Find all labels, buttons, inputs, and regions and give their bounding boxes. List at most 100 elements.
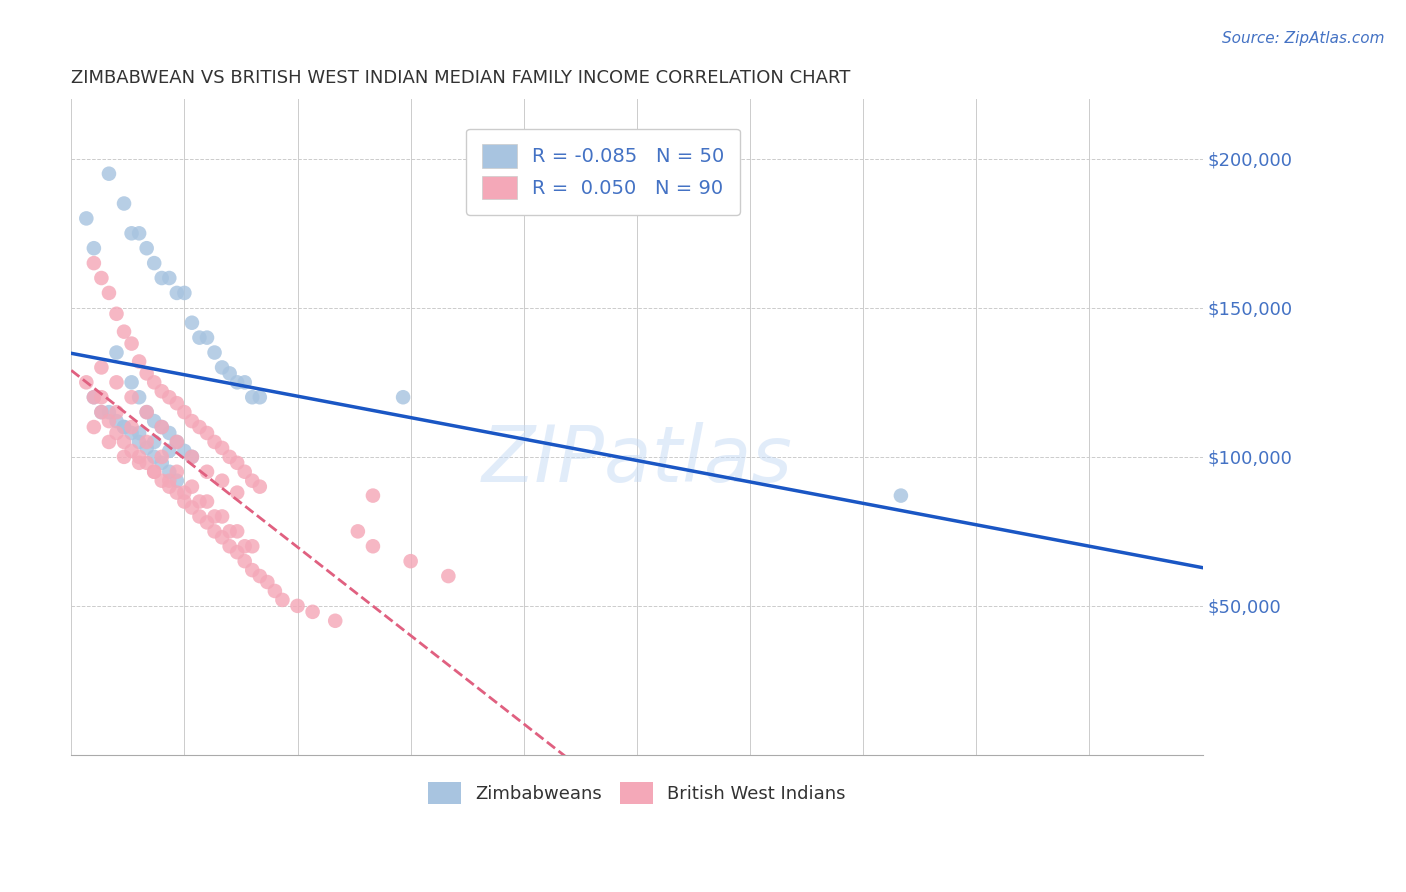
Point [180, 480, 202, 494]
Point [157, 474, 180, 488]
Point [249, 480, 271, 494]
Point [233, 376, 256, 390]
Point [112, 420, 135, 434]
Point [361, 489, 384, 503]
Point [240, 563, 263, 577]
Point [218, 539, 240, 553]
Point [128, 354, 150, 368]
Point [112, 325, 135, 339]
Point [173, 443, 195, 458]
Point [180, 500, 202, 515]
Point [240, 474, 263, 488]
Text: Source: ZipAtlas.com: Source: ZipAtlas.com [1222, 31, 1385, 46]
Point [264, 584, 287, 599]
Point [97, 434, 120, 449]
Point [135, 405, 157, 419]
Point [128, 425, 150, 440]
Point [121, 390, 143, 404]
Point [287, 599, 309, 613]
Point [83, 390, 105, 404]
Point [204, 345, 226, 359]
Point [256, 575, 278, 590]
Point [180, 450, 202, 464]
Point [226, 545, 249, 559]
Point [90, 390, 112, 404]
Point [128, 227, 150, 241]
Point [188, 420, 211, 434]
Point [105, 307, 128, 321]
Point [195, 465, 218, 479]
Point [150, 450, 173, 464]
Point [204, 434, 226, 449]
Point [166, 474, 188, 488]
Point [143, 256, 166, 270]
Point [83, 390, 105, 404]
Point [135, 367, 157, 381]
Point [166, 285, 188, 300]
Point [121, 425, 143, 440]
Point [166, 485, 188, 500]
Point [240, 390, 263, 404]
Point [347, 524, 370, 539]
Point [157, 271, 180, 285]
Point [143, 465, 166, 479]
Point [233, 465, 256, 479]
Point [157, 425, 180, 440]
Point [188, 494, 211, 508]
Text: ZIPatlas: ZIPatlas [481, 422, 793, 498]
Point [890, 489, 912, 503]
Point [249, 390, 271, 404]
Point [97, 405, 120, 419]
Point [392, 390, 415, 404]
Point [150, 474, 173, 488]
Point [128, 450, 150, 464]
Point [143, 465, 166, 479]
Point [135, 241, 157, 255]
Point [90, 405, 112, 419]
Point [271, 593, 294, 607]
Point [135, 434, 157, 449]
Point [105, 414, 128, 428]
Point [157, 465, 180, 479]
Point [180, 450, 202, 464]
Point [218, 367, 240, 381]
Point [135, 405, 157, 419]
Point [157, 443, 180, 458]
Point [211, 509, 233, 524]
Point [173, 285, 195, 300]
Text: ZIMBABWEAN VS BRITISH WEST INDIAN MEDIAN FAMILY INCOME CORRELATION CHART: ZIMBABWEAN VS BRITISH WEST INDIAN MEDIAN… [72, 69, 851, 87]
Point [157, 480, 180, 494]
Point [195, 331, 218, 345]
Point [218, 450, 240, 464]
Point [173, 405, 195, 419]
Point [211, 530, 233, 544]
Legend: Zimbabweans, British West Indians: Zimbabweans, British West Indians [422, 775, 852, 812]
Point [97, 167, 120, 181]
Point [90, 405, 112, 419]
Point [150, 456, 173, 470]
Point [112, 420, 135, 434]
Point [226, 456, 249, 470]
Point [83, 241, 105, 255]
Point [249, 569, 271, 583]
Point [226, 376, 249, 390]
Point [83, 256, 105, 270]
Point [233, 554, 256, 568]
Point [121, 376, 143, 390]
Point [157, 390, 180, 404]
Point [97, 285, 120, 300]
Point [105, 425, 128, 440]
Point [97, 414, 120, 428]
Point [188, 509, 211, 524]
Point [211, 474, 233, 488]
Point [90, 271, 112, 285]
Point [135, 441, 157, 455]
Point [173, 485, 195, 500]
Point [143, 450, 166, 464]
Point [112, 434, 135, 449]
Point [204, 509, 226, 524]
Point [150, 271, 173, 285]
Point [301, 605, 323, 619]
Point [121, 420, 143, 434]
Point [105, 345, 128, 359]
